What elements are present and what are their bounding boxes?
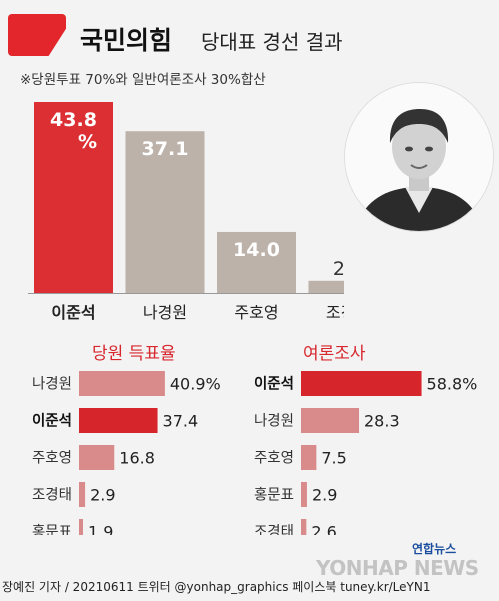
bar-value-label: 1.9: [88, 523, 113, 536]
bar-value-label: 7.5: [321, 449, 346, 468]
agency-logo: 연합뉴스: [412, 542, 457, 556]
bar: [301, 371, 422, 396]
bar-value-label: 2.6: [311, 523, 336, 536]
bar: [301, 408, 360, 433]
category-label: 나경원: [32, 376, 72, 393]
bar-value-label: 43.8: [50, 109, 97, 131]
bar: [79, 408, 158, 433]
bar: [79, 519, 83, 535]
category-label: 이준석: [51, 303, 95, 322]
category-label: 홍문표: [254, 487, 294, 504]
bar: [301, 482, 307, 507]
category-label: 이준석: [32, 412, 72, 430]
chart-subtitle: 당대표 경선 결과: [201, 30, 343, 54]
category-label: 주호영: [234, 303, 278, 322]
bar: [301, 519, 307, 535]
bar: [79, 482, 86, 507]
category-label: 주호영: [32, 450, 72, 467]
bar: [301, 445, 317, 470]
sub-result-charts: 나경원 40.9% 이준석 37.4 주호영 16.8 조경태 2.9 홍문표 1.9 이준석 58.…: [32, 371, 478, 536]
bar: [79, 445, 115, 470]
bar-value-label: 37.4: [163, 412, 199, 431]
bar-value-unit: %: [78, 131, 97, 153]
bar: [79, 371, 165, 396]
category-label: 주호영: [254, 450, 294, 467]
category-label: 홍문표: [32, 524, 72, 536]
poll-title: 여론조사: [303, 344, 366, 364]
bar: [308, 280, 344, 293]
category-label: 이준석: [254, 375, 294, 393]
bar: [217, 231, 296, 293]
chart-note: ※당원투표 70%와 일반여론조사 30%합산: [20, 72, 266, 88]
category-label: 조경태: [254, 524, 294, 536]
bar-value-label: 14.0: [233, 239, 280, 261]
bar-value-label: 2.8: [333, 258, 344, 280]
party-logo: [8, 14, 66, 56]
bar-value-label: 58.8%: [427, 375, 478, 394]
category-label: 나경원: [143, 303, 187, 322]
bar: [34, 102, 113, 293]
bar-value-label: 2.9: [90, 486, 115, 505]
person-portrait-icon: [344, 82, 494, 232]
footer-credit: 장예진 기자 / 20210611 트위터 @yonhap_graphics 페…: [2, 580, 431, 594]
bar-value-label: 28.3: [364, 412, 400, 431]
category-label: 조경태: [32, 487, 72, 504]
bar-value-label: 16.8: [119, 449, 155, 468]
bar-value-label: 37.1: [142, 138, 189, 160]
bar-value-label: 2.9: [312, 486, 337, 505]
party-vote-title: 당원 득표율: [92, 344, 176, 364]
category-label: 조경태: [326, 303, 344, 322]
watermark: YONHAP NEWS: [316, 556, 479, 580]
bar-value-label: 40.9%: [170, 375, 221, 394]
category-label: 나경원: [254, 413, 294, 430]
bar: [125, 131, 205, 293]
party-name: 국민의힘: [80, 26, 173, 55]
